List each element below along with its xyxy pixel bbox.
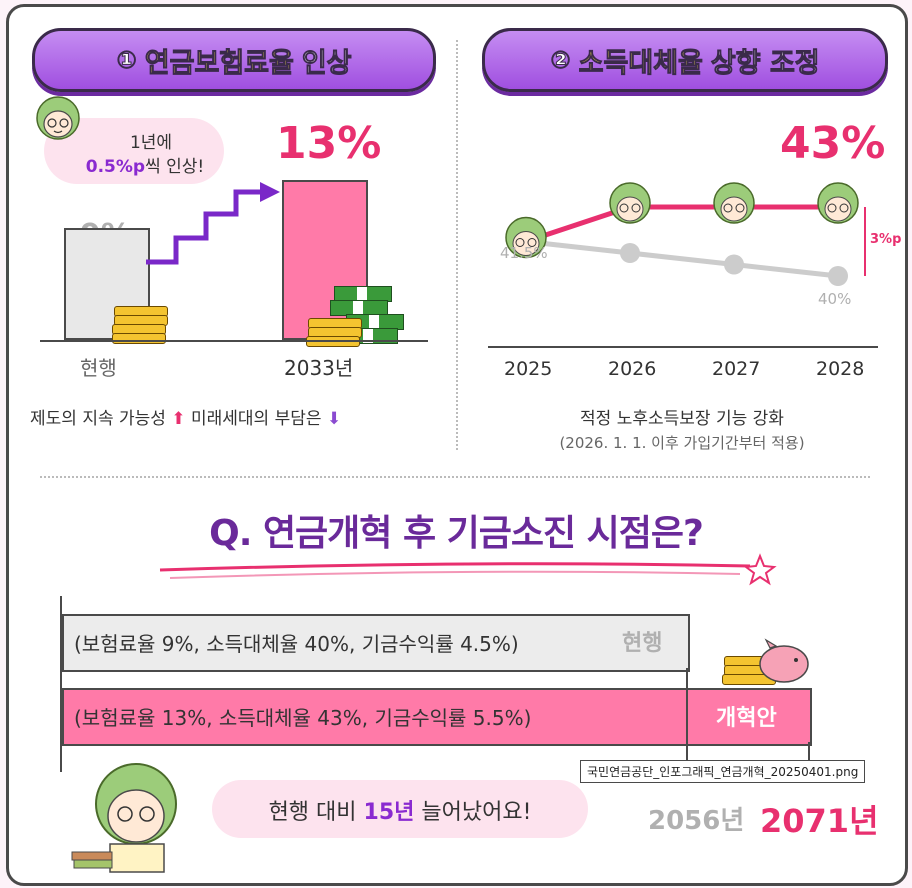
timeline-axis — [60, 596, 62, 772]
reading-character-icon — [71, 763, 177, 873]
year-tick: 2027 — [712, 358, 761, 380]
gray-series-point — [620, 243, 640, 263]
character-face-icon — [713, 182, 755, 224]
right-subcaption: (2026. 1. 1. 이후 가입기간부터 적용) — [559, 434, 805, 452]
reform-tag: 개혁안 — [716, 706, 777, 731]
year-reform: 2071년 — [760, 802, 879, 840]
vertical-divider — [456, 40, 458, 450]
gray-series-line — [525, 239, 839, 279]
left-footer: 제도의 지속 가능성 ⬆ 미래세대의 부담은 ⬇ — [30, 404, 341, 429]
bubble-line1: 1년에 — [129, 133, 173, 153]
left-number: ① — [116, 46, 137, 75]
footer-sustain: 제도의 지속 가능성 — [30, 409, 166, 429]
underline-decoration — [159, 553, 777, 586]
right-title-plain: 상향 조정 — [710, 47, 820, 79]
arrow-down-icon: ⬇ — [326, 409, 342, 429]
current-scenario-bar — [62, 614, 690, 672]
left-title-highlight: 연금보험료율 — [144, 47, 294, 79]
bottom-message: 현행 대비 15년 늘어났어요! — [212, 794, 588, 826]
right-title-highlight: 소득대체율 — [578, 47, 703, 79]
bottom-part2: 늘어났어요! — [421, 800, 532, 825]
arrow-up-icon: ⬆ — [171, 409, 186, 429]
bubble-line2: 0.5%p씩 인상! — [70, 152, 220, 177]
character-face-icon — [36, 96, 80, 140]
horizontal-divider — [40, 476, 870, 478]
future-rate-label: 13% — [276, 118, 382, 169]
future-label: 2033년 — [284, 356, 354, 380]
current-tag: 현행 — [622, 631, 663, 656]
right-caption: 적정 노후소득보장 기능 강화 — [580, 409, 784, 429]
pink-series-line — [525, 204, 838, 244]
current-scenario-text: (보험료율 9%, 소득대체율 40%, 기금수익률 4.5%) — [74, 632, 519, 656]
bottom-bubble — [212, 780, 588, 838]
end-rate-label: 40% — [818, 290, 852, 308]
file-note: 국민연금공단_인포그래픽_연금개혁_20250401.png — [580, 760, 866, 783]
replacement-rate-chart — [505, 182, 866, 286]
bubble-rest: 씩 인상! — [145, 157, 205, 177]
bottom-years: 15년 — [363, 800, 415, 825]
current-label: 현행 — [80, 356, 117, 380]
character-face-icon — [505, 216, 547, 259]
current-drop-line — [686, 668, 688, 768]
left-baseline — [40, 340, 428, 342]
gray-series-point — [724, 254, 744, 275]
left-title-plain: 인상 — [301, 47, 352, 79]
left-title-pill: ① 연금보험료율 인상 — [32, 28, 436, 92]
star-icon — [743, 553, 777, 586]
start-rate-label: 41.5% — [500, 244, 548, 262]
bubble-rate: 0.5%p — [85, 157, 146, 177]
question-title: Q. 연금개혁 후 기금소진 시점은? — [209, 513, 704, 554]
right-number: ② — [550, 46, 571, 75]
right-baseline — [488, 346, 878, 348]
reform-drop-line — [808, 742, 810, 768]
character-face-icon — [817, 182, 859, 224]
delta-label: 3%p — [870, 232, 902, 247]
step-up-arrow — [146, 182, 280, 265]
footer-burden: 미래세대의 부담은 — [191, 409, 322, 429]
right-title-pill: ② 소득대체율 상향 조정 — [482, 28, 888, 92]
year-tick: 2025 — [504, 358, 553, 380]
reform-scenario-text: (보험료율 13%, 소득대체율 43%, 기금수익률 5.5%) — [74, 706, 532, 730]
gray-series-point — [828, 266, 848, 286]
big-replacement-rate: 43% — [780, 118, 886, 169]
year-current: 2056년 — [648, 806, 745, 836]
character-face-icon — [609, 182, 651, 224]
bottom-part1: 현행 대비 — [268, 800, 357, 825]
year-tick: 2028 — [816, 358, 865, 380]
year-tick: 2026 — [608, 358, 657, 380]
